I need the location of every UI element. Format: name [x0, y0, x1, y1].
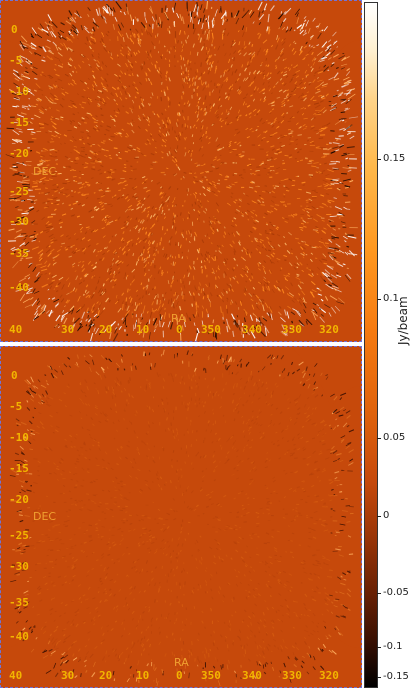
colorbar-label-0: 0.15 [383, 153, 406, 164]
ra-label-8: 320 [319, 323, 339, 336]
ra-label-5: 350 [201, 669, 221, 682]
ra-label-6: 340 [242, 323, 262, 336]
ra-label-3: 10 [136, 669, 150, 682]
field-corner-0 [1, 347, 71, 407]
ra-label-0: 40 [9, 323, 23, 336]
colorbar-tick-5 [377, 647, 381, 648]
field-corner-1 [291, 1, 361, 61]
colorbar-label-4: -0.05 [383, 587, 409, 598]
dec-label-6: -30 [9, 560, 29, 573]
ra-axis-name: RA [174, 656, 189, 669]
ra-label-1: 30 [61, 669, 75, 682]
ra-label-8: 320 [319, 669, 339, 682]
colorbar-tick-0 [377, 159, 381, 160]
colorbar-tick-6 [377, 677, 381, 678]
colorbar-tick-2 [377, 438, 381, 439]
dec-label-2: -10 [9, 85, 29, 98]
top-sky-map [1, 1, 361, 341]
panel-divider [0, 342, 362, 346]
ra-label-2: 20 [99, 323, 113, 336]
ra-label-4: 0 [176, 669, 183, 682]
dec-label-7: -35 [9, 247, 29, 260]
dec-label-3: -15 [9, 116, 29, 129]
dec-label-3: -15 [9, 462, 29, 475]
dec-label-1: -5 [9, 54, 23, 67]
dec-label-2: -10 [9, 431, 29, 444]
colorbar-label-3: 0 [383, 510, 390, 521]
colorbar-tick-4 [377, 593, 381, 594]
colorbar-label-5: -0.1 [383, 641, 403, 652]
field-corner-1 [291, 347, 361, 407]
dec-label-5: -25 [9, 529, 29, 542]
ra-label-2: 20 [99, 669, 113, 682]
ra-label-1: 30 [61, 323, 75, 336]
dec-label-8: -40 [9, 281, 29, 294]
colorbar-unit-label: Jy/beam [396, 296, 410, 345]
ra-label-7: 330 [282, 323, 302, 336]
dec-label-4: -20 [9, 493, 29, 506]
colorbar-tick-3 [377, 516, 381, 517]
dec-label-1: -5 [9, 400, 23, 413]
ra-label-5: 350 [201, 323, 221, 336]
top-image-panel: 0 -5 -10 -15 -20 -25 -30 -35 -40 DEC RA … [0, 0, 362, 342]
colorbar-label-1: 0.1 [383, 293, 399, 304]
colorbar-label-2: 0.05 [383, 432, 406, 443]
dec-label-4: -20 [9, 147, 29, 160]
ra-label-0: 40 [9, 669, 23, 682]
field-corner-2 [1, 632, 70, 687]
field-corner-0 [1, 1, 71, 61]
dec-axis-name: DEC [33, 510, 57, 523]
dec-label-7: -35 [9, 596, 29, 609]
colorbar-tick-1 [377, 299, 381, 300]
ra-label-6: 340 [242, 669, 262, 682]
bottom-sky-map [1, 347, 361, 687]
dec-label-6: -30 [9, 215, 29, 228]
colorbar-label-6: -0.15 [383, 671, 409, 682]
field-corner-3 [292, 632, 361, 687]
dec-label-0: 0 [11, 369, 18, 382]
field-corner-3 [292, 286, 361, 341]
dec-label-8: -40 [9, 630, 29, 643]
bottom-image-panel: 0 -5 -10 -15 -20 -25 -30 -35 -40 DEC RA … [0, 346, 362, 688]
dec-axis-name: DEC [33, 165, 57, 178]
ra-axis-name: RA [171, 312, 186, 325]
dec-label-0: 0 [11, 23, 18, 36]
ra-label-3: 10 [136, 323, 150, 336]
ra-label-4: 0 [176, 323, 183, 336]
colorbar [364, 2, 378, 688]
ra-label-7: 330 [282, 669, 302, 682]
dec-label-5: -25 [9, 185, 29, 198]
